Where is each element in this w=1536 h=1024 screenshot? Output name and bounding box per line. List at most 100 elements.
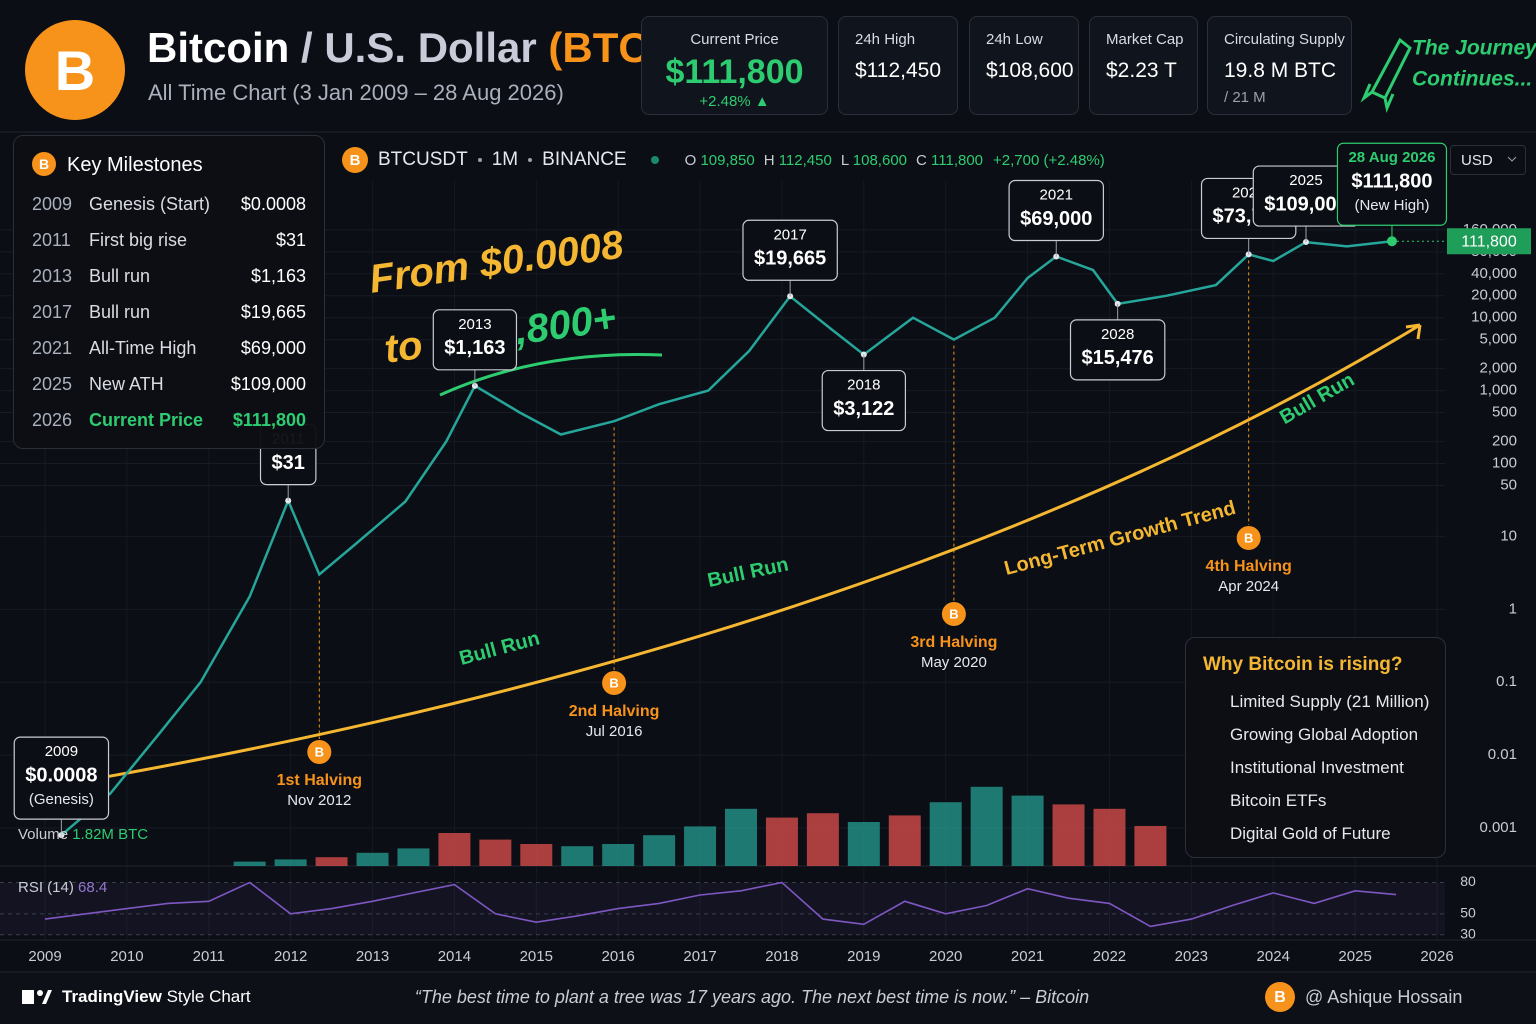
why-panel: Why Bitcoin is rising? Limited Supply (2… xyxy=(1185,637,1446,858)
callout-box xyxy=(432,309,518,371)
y-tick-label: 50 xyxy=(1500,476,1517,493)
ohlc-item: O 109,850 xyxy=(685,152,755,169)
x-tick-label: 2020 xyxy=(929,948,962,965)
volume-bar xyxy=(847,822,880,866)
milestone-price: $31 xyxy=(275,230,306,250)
callout: 2021 $69,000 xyxy=(1008,179,1104,260)
currency-select[interactable]: USD xyxy=(1450,145,1526,175)
callout-box xyxy=(821,369,907,432)
y-tick-label: 1 xyxy=(1509,600,1517,617)
currency: USD xyxy=(1461,152,1493,169)
callout-title: 2017 xyxy=(773,226,806,243)
callout-title: 2025 xyxy=(1289,172,1322,189)
rsi-current: 68.4 xyxy=(78,879,108,896)
milestone-year: 2013 xyxy=(32,266,73,286)
volume-bar xyxy=(274,859,307,866)
volume-bar xyxy=(561,846,594,866)
stat-card: Current Price $111,800 +2.48% ▲ xyxy=(641,16,828,115)
price-tag-label: 111,800 xyxy=(1461,233,1517,250)
chevron xyxy=(1507,156,1517,162)
milestone-event: First big rise xyxy=(89,230,188,250)
toolbar: B BTCUSDT 1M BINANCE O 109,850 H 112,450 L… xyxy=(342,146,1105,174)
x-tick-label: 2011 xyxy=(193,948,225,965)
callout-title: 2013 xyxy=(458,316,491,333)
halving-label: 4th Halving xyxy=(1206,558,1292,575)
stat-card: 24h Low $108,600 xyxy=(969,16,1079,115)
ohlc-value: 112,450 xyxy=(778,151,832,169)
callout-box xyxy=(13,736,110,820)
volume-bar xyxy=(356,852,389,866)
x-tick-label: 2013 xyxy=(356,948,389,965)
coin-letter: B xyxy=(349,151,361,169)
why-item: Limited Supply (21 Million) xyxy=(1230,692,1430,711)
halving-date: May 2020 xyxy=(921,654,987,671)
halving-icon-letter: B xyxy=(315,744,324,759)
coin-icon: B xyxy=(342,147,368,173)
y-tick-label: 2,000 xyxy=(1479,360,1517,377)
volume-bar xyxy=(765,817,798,866)
milestone-year: 2017 xyxy=(32,302,73,322)
x-tick-label: 2024 xyxy=(1257,948,1290,965)
rsi-tick-label: 30 xyxy=(1460,925,1476,941)
halving-icon-letter: B xyxy=(949,606,958,621)
volume-bar xyxy=(315,857,348,866)
ohlc-value: 111,800 xyxy=(931,151,984,169)
stat-value: $111,800 xyxy=(665,53,804,91)
ohlc-key: H xyxy=(763,151,775,169)
callout-label: $1,163 xyxy=(444,337,505,359)
interval[interactable]: 1M xyxy=(491,149,519,170)
milestone-event: Genesis (Start) xyxy=(89,194,211,214)
callout-label: $19,665 xyxy=(754,248,826,270)
headline-underline xyxy=(439,353,663,397)
milestone-price: $111,800 xyxy=(232,410,306,430)
callout-title: 2028 xyxy=(1101,326,1134,343)
ohlc-key: O xyxy=(684,151,697,169)
x-tick-label: 2022 xyxy=(1093,948,1126,965)
volume-bar xyxy=(806,813,839,866)
x-tick-label: 2014 xyxy=(438,948,471,965)
rsi-tick-label: 80 xyxy=(1460,873,1476,889)
volume-bar xyxy=(1134,825,1167,866)
milestone-price: $69,000 xyxy=(240,338,306,358)
status-dot xyxy=(650,156,659,164)
volume-bar xyxy=(438,833,471,866)
tagline: The Journey xyxy=(1412,37,1536,60)
volume-bar xyxy=(1011,795,1044,866)
ohlc-value: 109,850 xyxy=(700,151,755,169)
y-tick-label: 0.1 xyxy=(1496,673,1517,690)
halving-label: 3rd Halving xyxy=(910,634,997,651)
callout-title: 2018 xyxy=(847,377,880,394)
separator xyxy=(477,158,482,162)
halving-date: Apr 2024 xyxy=(1218,578,1279,595)
symbol[interactable]: BTCUSDT xyxy=(378,149,468,170)
title-part: / U.S. Dollar xyxy=(301,24,537,71)
stat-sub: / 21 M xyxy=(1224,89,1266,106)
footer-brand: TradingView Style Chart xyxy=(62,987,251,1006)
y-tick-label: 10,000 xyxy=(1471,309,1517,326)
rsi-legend: RSI (14) 68.4 xyxy=(18,879,107,896)
volume-legend: Volume 1.82M BTC xyxy=(18,826,148,843)
title: Bitcoin / U.S. Dollar (BTC) xyxy=(147,24,663,72)
stat-value: $2.23 T xyxy=(1106,59,1177,82)
milestone-event: Current Price xyxy=(89,410,204,430)
milestone-event: Bull run xyxy=(89,302,151,322)
trend-label: Bull Run xyxy=(457,627,542,670)
logo: B xyxy=(25,20,125,120)
footer-quote: “The best time to plant a tree was 17 ye… xyxy=(415,987,1089,1007)
volume-bar xyxy=(888,815,921,866)
volume-label: Volume xyxy=(18,826,69,843)
ohlc-key: C xyxy=(916,151,927,169)
callout-box xyxy=(742,219,838,281)
milestone-event: Bull run xyxy=(89,266,151,286)
ohlc-key: L xyxy=(840,151,849,169)
why-item: Digital Gold of Future xyxy=(1230,824,1391,843)
rocket-icon xyxy=(1360,37,1412,114)
milestones-panel: B Key Milestones 2009 Genesis (Start) $0.0… xyxy=(13,135,325,449)
milestones-title: Key Milestones xyxy=(67,154,203,176)
change: +2,700 (+2.48%) xyxy=(993,151,1105,169)
y-tick-label: 1,000 xyxy=(1479,382,1517,399)
callout-note: (Genesis) xyxy=(29,791,94,808)
x-tick-label: 2017 xyxy=(683,948,716,965)
x-tick-label: 2021 xyxy=(1011,948,1044,965)
